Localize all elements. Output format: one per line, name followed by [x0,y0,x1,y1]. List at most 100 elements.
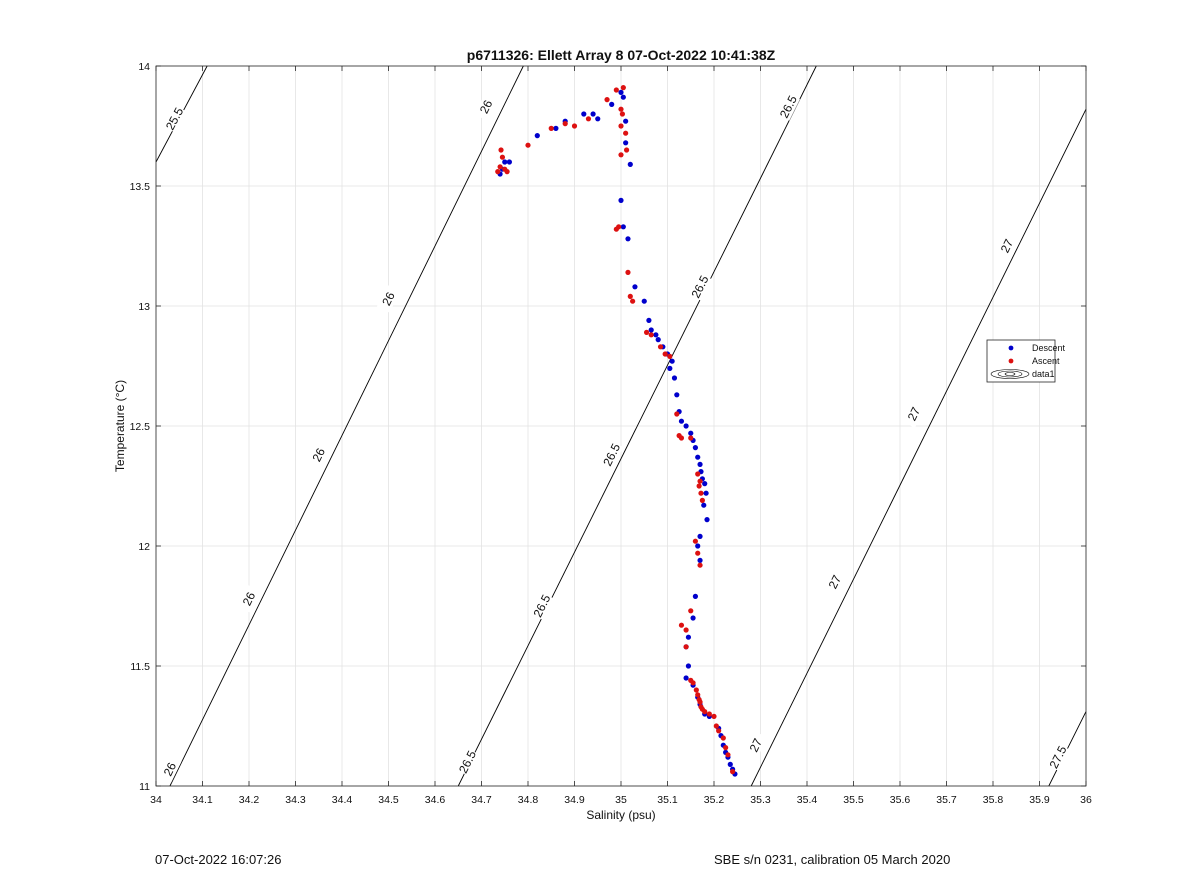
ascent-point [716,728,722,734]
descent-point [553,125,559,131]
grid [155,65,1087,787]
descent-point [653,332,659,338]
ascent-point [674,411,680,417]
ascent-point [711,713,717,720]
descent-point [695,543,701,549]
chart-title: p6711326: Ellett Array 8 07-Oct-2022 10:… [467,47,776,63]
ascent-point [688,608,694,614]
descent-point [703,490,709,496]
descent-point [590,111,596,117]
ascent-point [618,152,624,158]
x-tick-label: 35.8 [983,794,1004,806]
ascent-point [699,497,705,503]
ascent-point [698,490,704,496]
y-tick-label: 12.5 [130,421,151,433]
ascent-point [627,293,633,299]
x-tick-label: 34.7 [471,794,492,806]
ascent-point [643,329,650,335]
legend-marker-ascent [1008,358,1014,364]
ascent-point [623,130,629,136]
y-tick-label: 14 [138,61,150,73]
ascent-point [498,147,504,153]
x-tick-label: 34.4 [332,794,353,806]
ascent-point [504,169,510,175]
descent-point [678,418,685,424]
contour-label-bg [307,440,331,469]
data-points [495,85,738,777]
descent-point [704,517,710,523]
x-tick-label: 34.6 [425,794,446,806]
x-axis-ticks: 34 34.1 34.2 34.3 34.4 34.5 34.6 34.7 34.8 34.9 35… [150,66,1092,806]
legend: Descent Ascent data1 [986,339,1066,383]
legend-marker-descent [1008,345,1014,351]
descent-point [683,423,689,429]
contour-label-bg [744,731,768,760]
ascent-point [723,745,729,751]
descent-point [692,593,699,600]
descent-point [648,327,654,333]
legend-label-data1: data1 [1032,369,1055,379]
descent-point [595,116,601,122]
descent-point [620,94,626,100]
descent-point [690,615,696,621]
descent-point [667,365,673,371]
x-axis-label: Salinity (psu) [586,808,655,822]
contour-label: 27 [747,736,766,754]
ascent-point [683,644,689,650]
ascent-point [713,723,719,729]
x-tick-label: 34.8 [518,794,539,806]
descent-point [623,118,629,124]
x-tick-label: 34.9 [564,794,585,806]
isopycnal-contours: 25.5262626262626.526.526.526.526.5272727… [155,65,1087,787]
ascent-point [690,680,696,686]
isopycnal-27 [750,109,1087,787]
descent-point [627,161,633,167]
ascent-point [697,562,703,568]
ascent-point [725,752,731,758]
contour-label-bg [474,92,498,121]
contour-label-bg [162,104,187,133]
y-tick-label: 13 [138,301,150,313]
ascent-point [648,332,654,338]
contour-label-bg [455,748,480,776]
ascent-point [693,687,699,693]
descent-point [727,761,733,768]
ascent-point [697,478,703,484]
ascent-point [706,711,712,717]
contour-label: 26 [161,760,180,778]
ascent-point [604,97,610,103]
x-tick-label: 35.6 [890,794,911,806]
x-tick-label: 34.3 [285,794,306,806]
descent-point [623,140,629,146]
ascent-point [618,106,624,112]
contour-label-bg [600,440,624,469]
descent-point [695,454,701,460]
contour-label-bg [237,584,261,613]
ascent-point [620,85,626,91]
contour-label: 27 [998,237,1017,255]
ascent-point [720,735,726,741]
descent-point [632,284,638,290]
x-tick-label: 34 [150,794,162,806]
ascent-point [683,627,689,633]
ascent-point [623,147,630,153]
ascent-point [585,116,592,122]
ascent-point [678,622,685,628]
ascent-point [695,471,701,477]
descent-point [683,675,689,681]
legend-label-descent: Descent [1032,343,1066,353]
ascent-point [695,692,701,698]
y-tick-label: 11 [139,781,150,793]
ascent-point [692,538,699,544]
ascent-point [525,142,531,148]
ascent-point [697,699,703,705]
descent-point [609,101,615,107]
contour-label: 26 [477,97,496,115]
x-tick-label: 35.9 [1029,794,1050,806]
descent-point [685,634,692,640]
y-tick-label: 12 [138,541,150,553]
x-tick-label: 35.5 [843,794,864,806]
ascent-point [495,169,501,175]
descent-point [697,533,703,540]
